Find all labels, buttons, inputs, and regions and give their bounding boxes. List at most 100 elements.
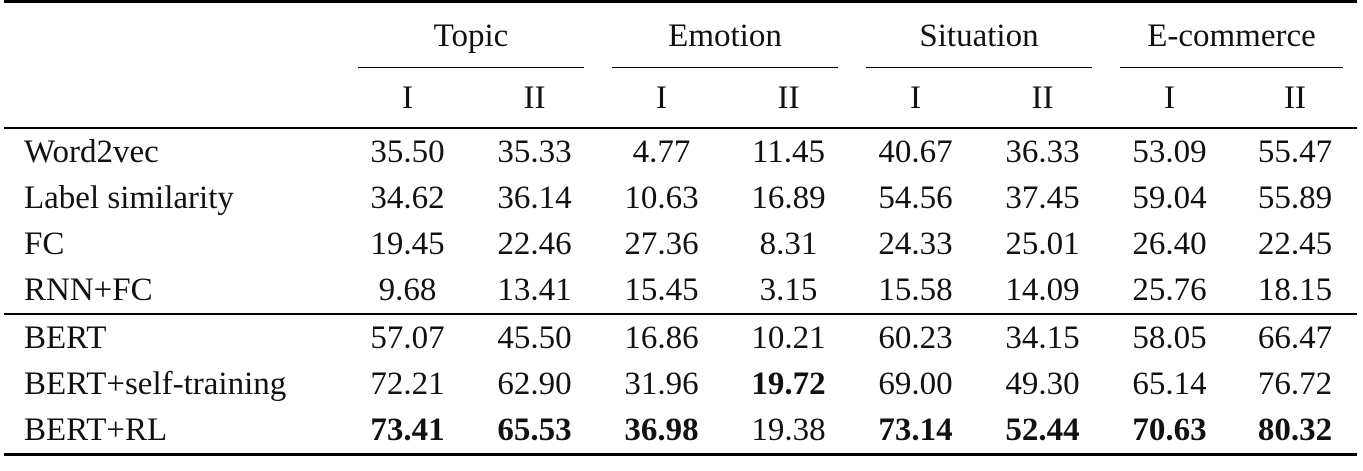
score-cell: 53.09 (1132, 134, 1207, 170)
method-name: Word2vec (24, 134, 159, 170)
subcolumn-header: II (777, 79, 800, 116)
table-row: BERT+RL 73.41 65.53 36.98 19.38 73.14 52.44 70.… (4, 407, 1357, 455)
subcolumn-header: I (1164, 79, 1175, 116)
group-label: Emotion (612, 4, 838, 68)
score-cell: 59.04 (1132, 180, 1207, 216)
table-row: Label similarity 34.62 36.14 10.63 16.89 54.5… (4, 175, 1357, 221)
score-cell: 31.96 (624, 366, 699, 402)
best-score: 73.41 (370, 412, 445, 448)
score-cell: 13.41 (497, 272, 572, 308)
score-cell: 36.98 (598, 407, 725, 455)
subcolumn-header: I (910, 79, 921, 116)
score-cell: 73.41 (344, 407, 471, 455)
score-cell: 27.36 (624, 226, 699, 262)
group-header-situation: Situation (852, 2, 1106, 70)
score-cell: 15.45 (624, 272, 699, 308)
score-cell: 10.63 (624, 180, 699, 216)
score-cell: 19.72 (725, 361, 852, 407)
score-cell: 65.14 (1132, 366, 1207, 402)
score-cell: 9.68 (378, 272, 437, 308)
score-cell: 73.14 (852, 407, 979, 455)
score-cell: 49.30 (1005, 366, 1080, 402)
score-cell: 55.47 (1257, 134, 1333, 170)
score-cell: 40.67 (878, 134, 953, 170)
score-cell: 11.45 (751, 134, 826, 170)
score-cell: 34.15 (1005, 320, 1080, 356)
score-cell: 16.89 (751, 180, 826, 216)
method-name: BERT+RL (24, 412, 168, 448)
subcolumn-header: I (656, 79, 667, 116)
score-cell: 18.15 (1257, 272, 1333, 308)
score-cell: 76.72 (1257, 366, 1333, 402)
subcolumn-header: II (1284, 79, 1306, 116)
score-cell: 10.21 (751, 320, 826, 356)
score-cell: 80.32 (1233, 407, 1357, 455)
method-name: Label similarity (24, 180, 234, 216)
score-cell: 60.23 (878, 320, 953, 356)
score-cell: 19.38 (751, 412, 826, 448)
score-cell: 66.47 (1257, 320, 1333, 356)
best-score: 73.14 (878, 412, 953, 448)
score-cell: 25.01 (1005, 226, 1080, 262)
corner-cell (4, 69, 344, 128)
table-row: FC 19.45 22.46 27.36 8.31 24.33 25.01 26.40 22.4… (4, 221, 1357, 267)
best-score: 70.63 (1132, 412, 1207, 448)
method-name: FC (24, 226, 65, 262)
group-header-topic: Topic (344, 2, 598, 70)
score-cell: 52.44 (979, 407, 1106, 455)
score-cell: 54.56 (878, 180, 953, 216)
table-row: BERT 57.07 45.50 16.86 10.21 60.23 34.15 58.05 6… (4, 314, 1357, 361)
group-label: Topic (358, 4, 584, 68)
score-cell: 70.63 (1106, 407, 1233, 455)
best-score: 80.32 (1257, 412, 1333, 448)
score-cell: 57.07 (370, 320, 445, 356)
group-label: Situation (866, 4, 1092, 68)
group-header-emotion: Emotion (598, 2, 852, 70)
table-body: Word2vec 35.50 35.33 4.77 11.45 40.67 36.33 53.… (4, 128, 1357, 455)
score-cell: 35.33 (497, 134, 572, 170)
score-cell: 15.58 (878, 272, 953, 308)
table-row: BERT+self-training 72.21 62.90 31.96 19.72 69… (4, 361, 1357, 407)
table-row: Word2vec 35.50 35.33 4.77 11.45 40.67 36.33 53.… (4, 128, 1357, 175)
best-score: 36.98 (624, 412, 699, 448)
score-cell: 8.31 (759, 226, 818, 262)
score-cell: 37.45 (1005, 180, 1080, 216)
corner-cell (4, 2, 344, 70)
score-cell: 65.53 (471, 407, 598, 455)
score-cell: 26.40 (1132, 226, 1207, 262)
score-cell: 16.86 (624, 320, 699, 356)
score-cell: 72.21 (370, 366, 445, 402)
method-name: BERT (24, 320, 107, 356)
method-name: BERT+self-training (24, 366, 287, 402)
score-cell: 35.50 (370, 134, 445, 170)
score-cell: 62.90 (497, 366, 572, 402)
score-cell: 58.05 (1132, 320, 1207, 356)
subcolumn-header: II (523, 79, 546, 116)
score-cell: 34.62 (370, 180, 445, 216)
score-cell: 3.15 (759, 272, 818, 308)
subcolumn-header-row: I II I II I II I II (4, 69, 1357, 128)
score-cell: 22.46 (497, 226, 572, 262)
score-cell: 14.09 (1005, 272, 1080, 308)
group-label: E-commerce (1120, 4, 1343, 68)
best-score: 52.44 (1005, 412, 1080, 448)
table-row: RNN+FC 9.68 13.41 15.45 3.15 15.58 14.09 25.76 1… (4, 267, 1357, 314)
group-header-ecommerce: E-commerce (1106, 2, 1357, 70)
subcolumn-header: II (1031, 79, 1054, 116)
score-cell: 22.45 (1257, 226, 1333, 262)
group-header-row: Topic Emotion Situation E-commerce (4, 1, 1357, 70)
best-score: 19.72 (751, 366, 826, 402)
score-cell: 69.00 (878, 366, 953, 402)
best-score: 65.53 (497, 412, 572, 448)
score-cell: 36.33 (1005, 134, 1080, 170)
method-name: RNN+FC (24, 272, 153, 308)
subcolumn-header: I (402, 79, 413, 116)
score-cell: 36.14 (497, 180, 572, 216)
score-cell: 55.89 (1257, 180, 1333, 216)
score-cell: 45.50 (497, 320, 572, 356)
results-table: Topic Emotion Situation E-commerce I II … (4, 0, 1357, 456)
score-cell: 19.45 (370, 226, 445, 262)
score-cell: 24.33 (878, 226, 953, 262)
score-cell: 4.77 (632, 134, 691, 170)
